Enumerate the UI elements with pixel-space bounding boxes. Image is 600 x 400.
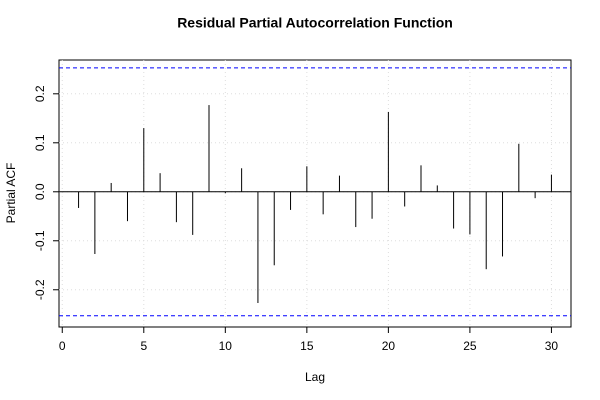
x-tick-label: 5 [140, 339, 147, 353]
plot-frame [58, 59, 572, 328]
y-tick-label: -0.1 [33, 230, 47, 251]
y-tick-label: 0.0 [33, 183, 47, 200]
x-tick-label: 30 [545, 339, 559, 353]
x-tick-label: 0 [59, 339, 66, 353]
y-tick-label: 0.2 [33, 85, 47, 102]
x-tick-label: 25 [463, 339, 477, 353]
x-axis-label: Lag [305, 370, 325, 384]
y-tick-label: 0.1 [33, 134, 47, 151]
y-tick-label: -0.2 [33, 279, 47, 300]
y-axis-label: Partial ACF [4, 163, 18, 224]
x-tick-label: 10 [219, 339, 233, 353]
x-tick-label: 15 [300, 339, 314, 353]
chart-title: Residual Partial Autocorrelation Functio… [177, 15, 453, 31]
x-tick-label: 20 [382, 339, 396, 353]
